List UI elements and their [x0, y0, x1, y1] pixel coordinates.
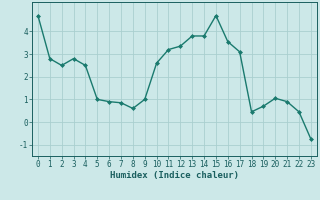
- X-axis label: Humidex (Indice chaleur): Humidex (Indice chaleur): [110, 171, 239, 180]
